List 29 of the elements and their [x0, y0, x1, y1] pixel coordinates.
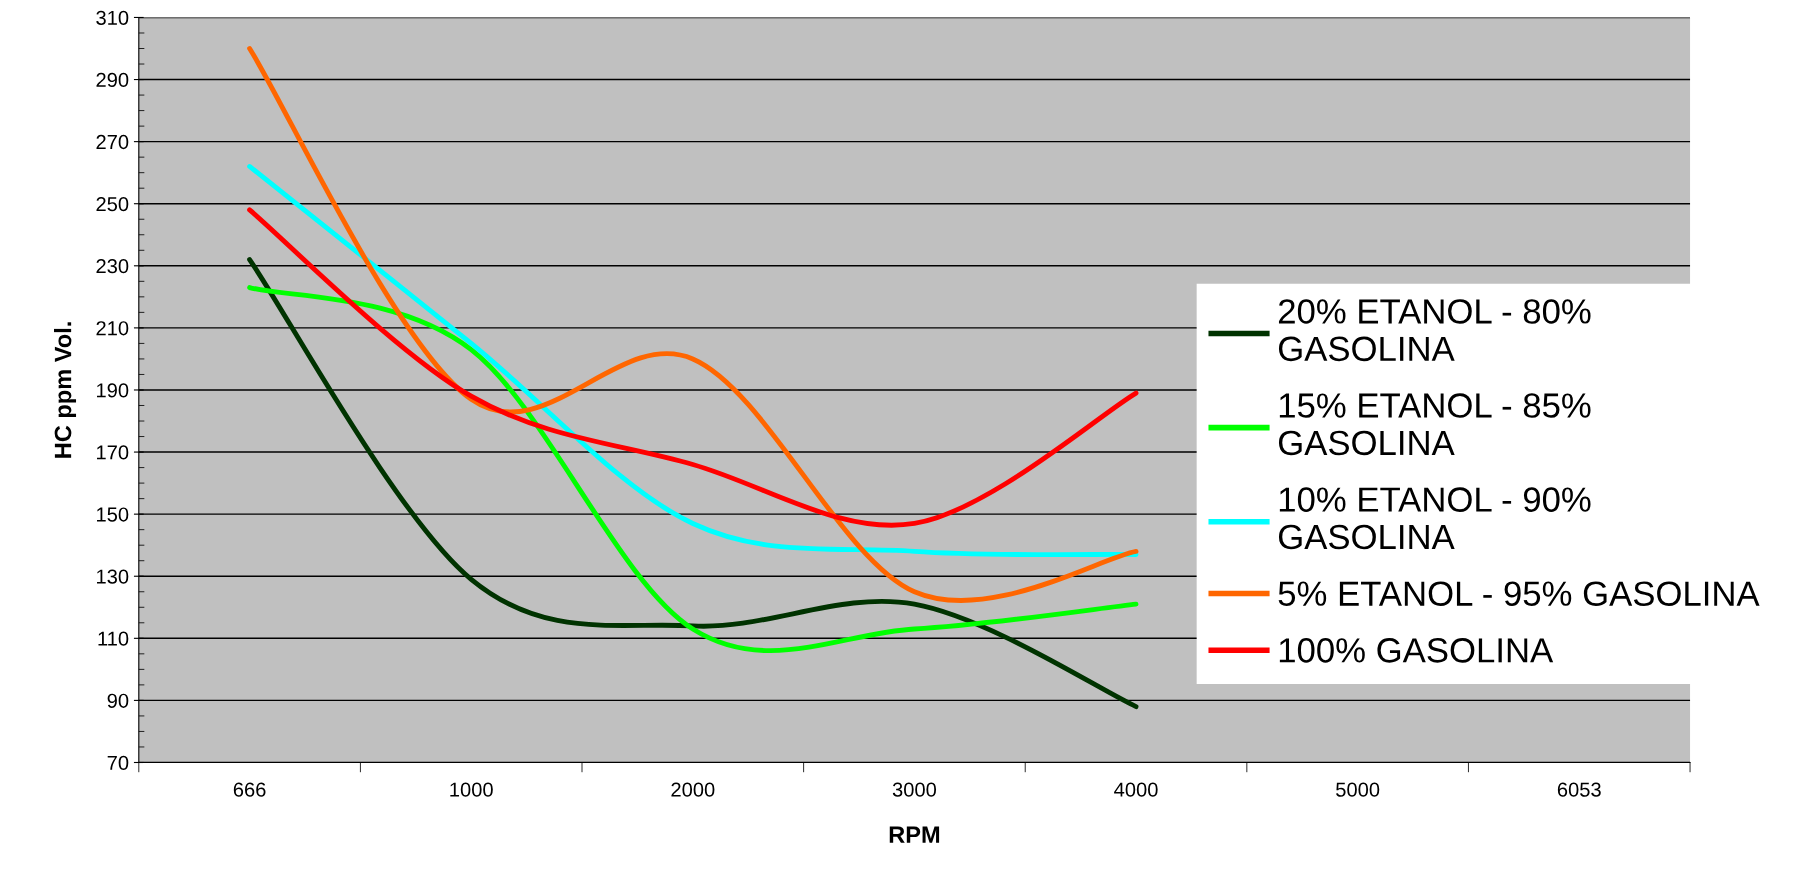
y-tick-label: 170 — [97, 445, 129, 460]
x-tick-label: 2000 — [671, 782, 715, 797]
legend-label: 15% ETANOL - 85% GASOLINA — [1278, 393, 1591, 456]
x-tick-label: 5000 — [1336, 782, 1380, 797]
y-axis-title: HC ppm Vol. — [54, 322, 77, 458]
legend-label: 10% ETANOL - 90% GASOLINA — [1278, 487, 1591, 550]
x-tick-label: 3000 — [892, 782, 937, 797]
y-tick-label: 110 — [98, 631, 129, 646]
y-tick-label: 90 — [107, 693, 129, 708]
y-tick-label: 150 — [97, 507, 129, 522]
y-tick-label: 250 — [96, 196, 129, 212]
y-tick-label: 310 — [96, 10, 129, 25]
y-tick-label: 270 — [96, 134, 129, 150]
x-tick-label: 1000 — [450, 782, 493, 797]
y-tick-label: 130 — [97, 569, 129, 584]
x-tick-label: 666 — [233, 782, 266, 797]
y-tick-label: 230 — [96, 259, 129, 274]
legend-label: 20% ETANOL - 80% GASOLINA — [1278, 299, 1591, 362]
legend-label: 5% ETANOL - 95% GASOLINA — [1278, 581, 1760, 606]
x-axis-title: RPM — [889, 826, 940, 843]
line-series — [247, 257, 1139, 710]
y-tick-label: 210 — [96, 321, 129, 336]
legend-label: 100% GASOLINA — [1279, 638, 1554, 663]
line-series — [247, 164, 1139, 558]
y-tick-label: 290 — [96, 72, 129, 88]
x-tick-label: 4000 — [1114, 782, 1158, 797]
x-tick-label: 6053 — [1557, 782, 1601, 797]
y-tick-label: 70 — [107, 755, 129, 770]
y-tick-label: 190 — [97, 383, 129, 398]
